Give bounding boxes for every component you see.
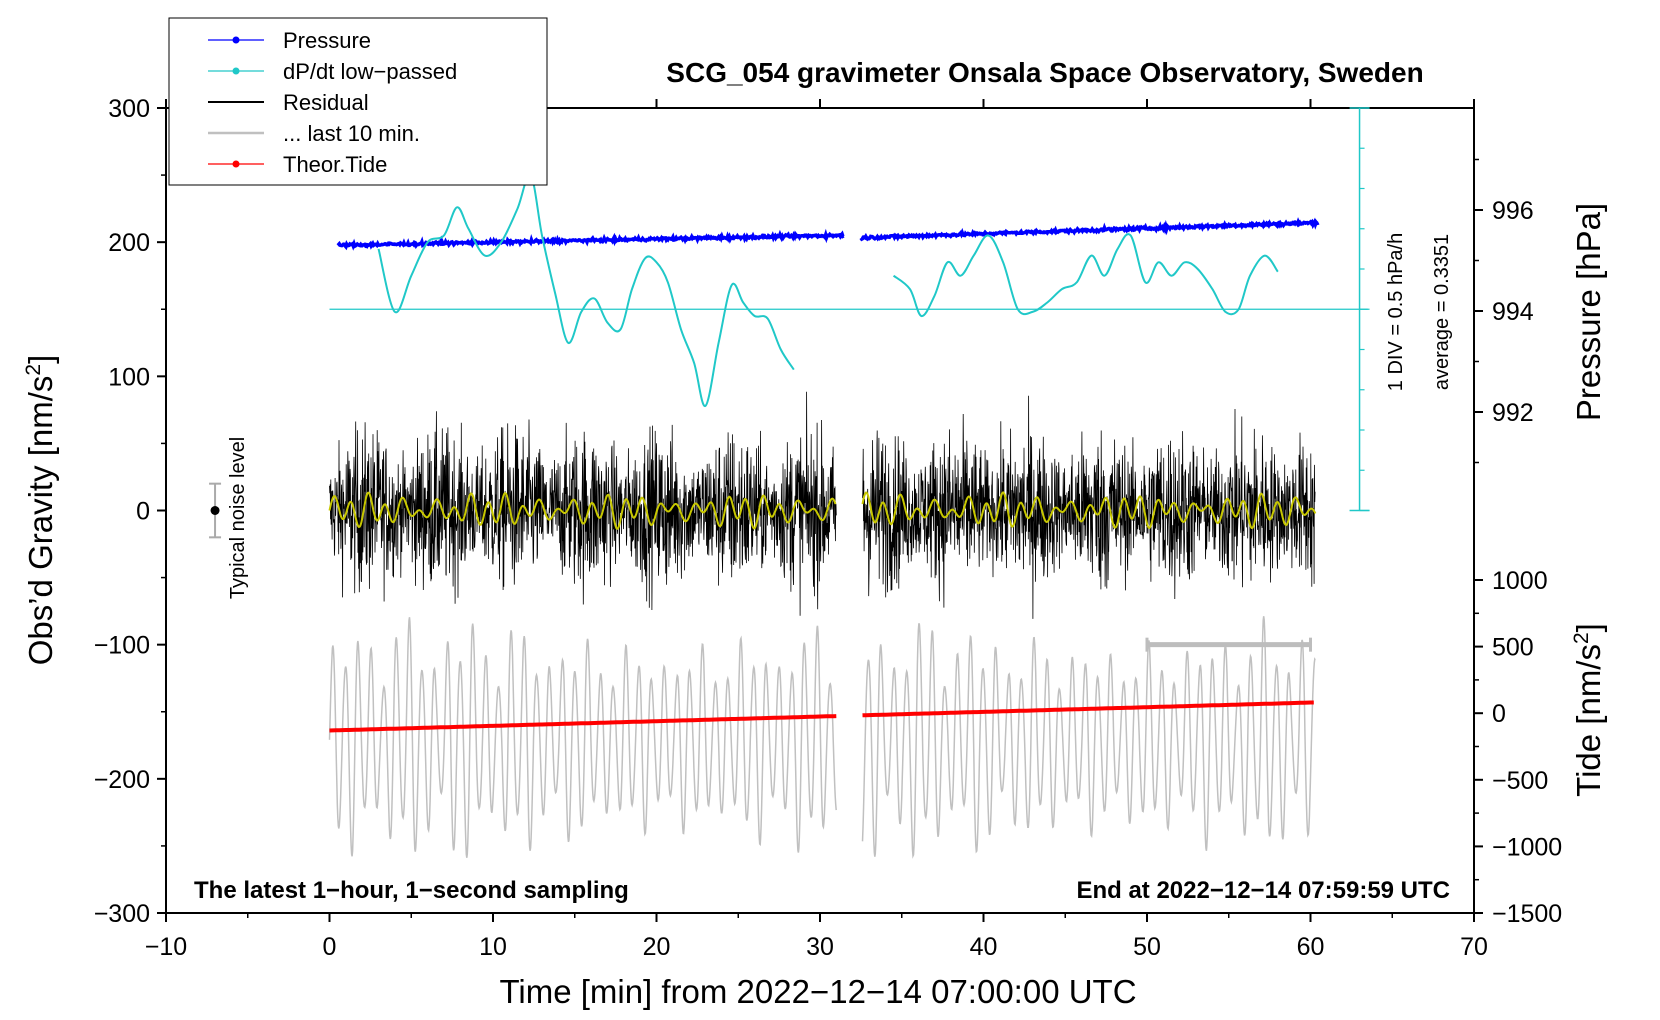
last10-line [861, 616, 1316, 859]
legend-dpdt-marker [232, 67, 240, 75]
legend-tide-marker [232, 160, 240, 168]
dpdt-line [377, 173, 795, 407]
x-tick-label: −10 [145, 933, 187, 961]
legend-last10-label: ... last 10 min. [283, 121, 420, 146]
tide-tick-label: −1000 [1492, 833, 1562, 861]
residual-lowpass-line [861, 491, 1317, 530]
residual-lowpass-line [328, 491, 837, 531]
x-axis: −10 0 10 20 30 40 50 60 70 [145, 99, 1488, 961]
pressure-line [336, 228, 845, 251]
pressure-tick-label: 992 [1492, 399, 1534, 427]
chart-title: SCG_054 gravimeter Onsala Space Observat… [666, 57, 1423, 88]
dpdt-line [892, 233, 1279, 317]
y-left-tick-label: 0 [136, 498, 150, 526]
last10-series [328, 616, 1316, 859]
legend: Pressure dP/dt low−passed Residual ... l… [168, 17, 548, 186]
legend-residual-label: Residual [283, 90, 369, 115]
pressure-tick-label: 994 [1492, 298, 1534, 326]
y-axis-left-title: Obs’d Gravity [nm/s2] [22, 355, 59, 666]
annotations [209, 482, 1312, 652]
noise-marker [210, 506, 220, 515]
noise-level-label: Typical noise level [227, 437, 249, 599]
x-tick-label: 20 [643, 933, 671, 961]
x-tick-label: 50 [1133, 933, 1161, 961]
legend-dpdt-label: dP/dt low−passed [283, 59, 457, 84]
y-left-tick-label: 200 [108, 229, 150, 257]
x-axis-title: Time [min] from 2022−12−14 07:00:00 UTC [499, 973, 1136, 1010]
y-axis-left: 300 200 100 0 −100 −200 −300 [94, 95, 166, 928]
y-left-tick-label: 100 [108, 363, 150, 391]
pressure-series [336, 217, 1320, 251]
legend-pressure-label: Pressure [283, 28, 371, 53]
x-tick-label: 40 [970, 933, 998, 961]
x-tick-label: 30 [806, 933, 834, 961]
residual-lowpass-series [328, 491, 1317, 531]
pressure-line [859, 217, 1320, 242]
x-tick-label: 10 [479, 933, 507, 961]
last10-line [328, 617, 837, 858]
y-left-tick-label: 300 [108, 95, 150, 123]
y-axis-pressure: 996 994 992 [1474, 158, 1534, 464]
tide-line [329, 714, 837, 733]
y-axis-pressure-title: Pressure [hPa] [1570, 203, 1607, 421]
residual-line [329, 391, 837, 616]
y-left-tick-label: −200 [94, 766, 150, 794]
legend-pressure-marker [232, 36, 240, 44]
end-time-note: End at 2022−12−14 07:59:59 UTC [1076, 877, 1450, 904]
scale-bar-label: 1 DIV = 0.5 hPa/h [1385, 233, 1407, 391]
sampling-note: The latest 1−hour, 1−second sampling [194, 877, 629, 904]
x-tick-label: 60 [1297, 933, 1325, 961]
tide-tick-label: 500 [1492, 634, 1534, 662]
tide-line [862, 700, 1314, 718]
pressure-tick-label: 996 [1492, 197, 1534, 225]
y-left-tick-label: −100 [94, 632, 150, 660]
tide-tick-label: −500 [1492, 767, 1548, 795]
residual-line [862, 395, 1316, 619]
y-axis-tide: 1000 500 0 −500 −1000 −1500 [1474, 567, 1562, 928]
dpdt-series [329, 107, 1370, 512]
y-left-tick-label: −300 [94, 900, 150, 928]
y-axis-tide-title: Tide [nm/s2] [1570, 623, 1607, 797]
x-tick-label: 70 [1460, 933, 1488, 961]
tide-tick-label: 0 [1492, 700, 1506, 728]
residual-series [329, 391, 1316, 619]
tide-tick-label: 1000 [1492, 567, 1548, 595]
tide-series [329, 700, 1314, 733]
x-tick-label: 0 [323, 933, 337, 961]
legend-tide-label: Theor.Tide [283, 152, 387, 177]
tide-tick-label: −1500 [1492, 900, 1562, 928]
average-label: average = 0.3351 [1431, 234, 1453, 390]
